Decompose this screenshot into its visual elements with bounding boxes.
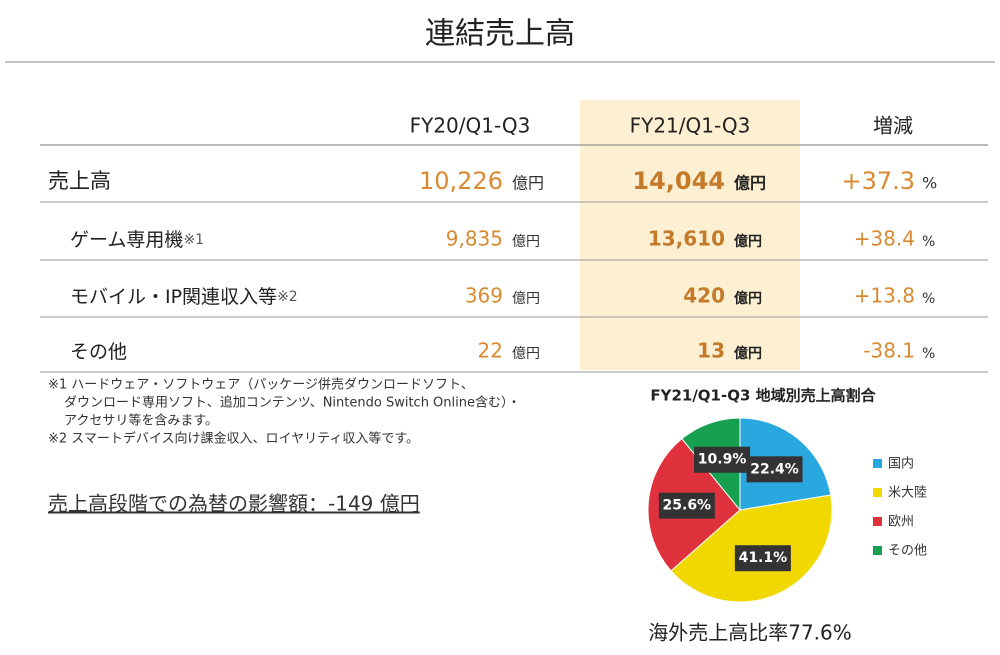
footnote: アクセサリ等を含みます。 — [64, 413, 218, 429]
fy21-value: 13,610 — [648, 227, 725, 251]
legend-swatch — [873, 459, 882, 468]
data-label: 25.6% — [663, 498, 712, 514]
row-note: ※2 — [277, 289, 298, 305]
unit: 億円 — [734, 233, 762, 250]
row-label-text: モバイル・IP関連収入等 — [70, 286, 277, 308]
unit: 億円 — [734, 290, 762, 307]
fy21-value: 13 — [697, 339, 725, 363]
label-box — [694, 446, 751, 473]
unit: 億円 — [512, 346, 540, 362]
fy20-value: 10,226 — [419, 167, 503, 195]
footnote: ダウンロード専用ソフト、追加コンテンツ、Nintendo Switch Onli… — [64, 395, 521, 411]
row-label: ゲーム専用機※1 — [70, 229, 204, 251]
data-label: 41.1% — [739, 550, 788, 566]
column-header: FY21/Q1-Q3 — [630, 114, 751, 138]
fy21-value: 14,044 — [632, 167, 725, 195]
row-note: ※1 — [183, 232, 204, 248]
unit: 億円 — [734, 345, 762, 362]
row-label: 売上高 — [48, 169, 111, 193]
label-box — [746, 456, 803, 483]
fy20-value: 9,835 — [446, 227, 503, 251]
legend-swatch — [873, 517, 882, 526]
row-label-text: その他 — [70, 341, 127, 363]
change-value: +13.8 — [854, 284, 915, 308]
chart-caption: 海外売上高比率77.6% — [648, 621, 852, 645]
column-header: FY20/Q1-Q3 — [410, 114, 531, 138]
label-box — [734, 545, 791, 572]
column-header: 増減 — [873, 114, 913, 138]
chart-title: FY21/Q1-Q3 地域別売上高割合 — [650, 387, 876, 405]
legend-swatch — [873, 546, 882, 555]
row-label-text: 売上高 — [48, 169, 111, 193]
row-label-text: ゲーム専用機 — [70, 229, 183, 251]
legend-label: 国内 — [888, 456, 914, 472]
slide-title: 連結売上高 — [425, 17, 575, 52]
legend-label: 欧州 — [888, 515, 914, 530]
legend-label: その他 — [888, 544, 927, 559]
change-value: +37.3 — [841, 167, 915, 195]
data-label: 22.4% — [750, 461, 799, 477]
unit: % — [922, 291, 935, 307]
row-label: その他 — [70, 341, 127, 363]
fx-note: 売上高段階での為替の影響額：-149 億円 — [48, 492, 420, 516]
change-value: -38.1 — [863, 339, 915, 363]
unit: % — [922, 174, 937, 193]
label-box — [658, 492, 715, 519]
unit: 億円 — [512, 174, 544, 193]
footnote: ※1 ハードウェア・ソフトウェア（パッケージ併売ダウンロードソフト、 — [48, 377, 474, 393]
legend-swatch — [873, 488, 882, 497]
fy21-value: 420 — [683, 284, 725, 308]
legend-label: 米大陸 — [888, 485, 927, 501]
unit: 億円 — [512, 234, 540, 250]
unit: % — [922, 234, 935, 250]
unit: % — [922, 346, 935, 362]
fy20-value: 22 — [478, 339, 503, 363]
row-label: モバイル・IP関連収入等※2 — [70, 286, 298, 308]
change-value: +38.4 — [854, 227, 915, 251]
footnote: ※2 スマートデバイス向け課金収入、ロイヤリティ収入等です。 — [48, 431, 419, 447]
data-label: 10.9% — [698, 452, 747, 468]
unit: 億円 — [734, 174, 766, 193]
fy20-value: 369 — [465, 284, 503, 308]
unit: 億円 — [512, 291, 540, 307]
